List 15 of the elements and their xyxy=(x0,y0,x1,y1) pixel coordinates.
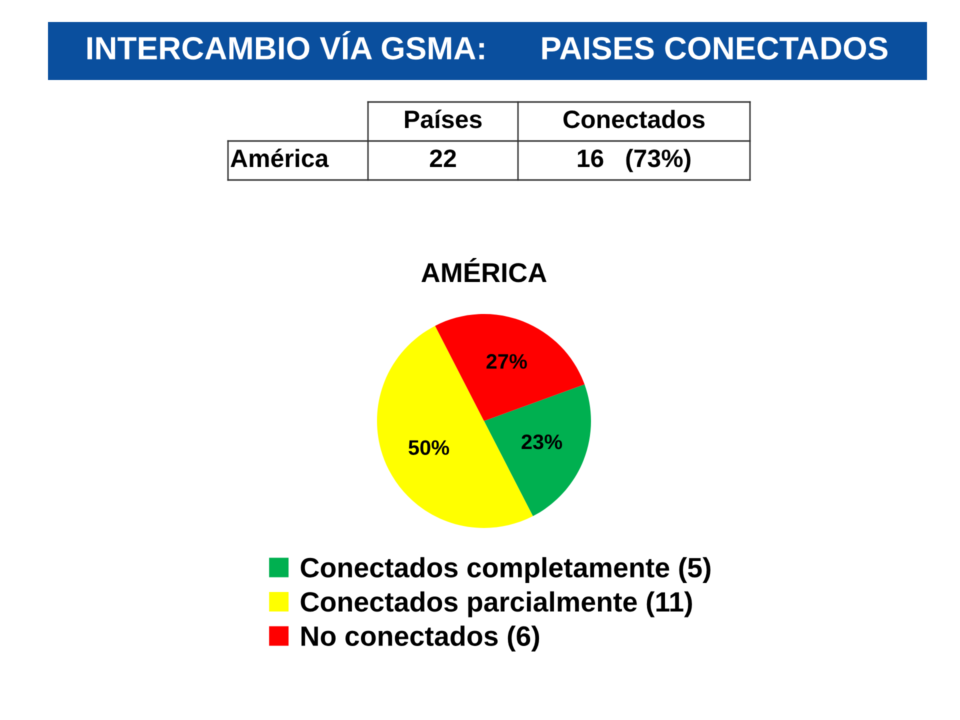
text: América xyxy=(230,148,329,168)
chart-subtitle: AMÉRICA xyxy=(421,258,546,282)
legend-label: Conectados parcialmente (11) xyxy=(300,591,692,618)
data-label: 50% xyxy=(408,440,450,455)
data-label: 23% xyxy=(522,434,562,450)
legend-label: Conectados completamente (5) xyxy=(300,557,710,584)
pie-slice xyxy=(435,314,585,421)
text: 16 (73%) xyxy=(578,148,690,172)
pie-slice xyxy=(484,384,591,516)
text: 22 xyxy=(430,150,456,167)
data-label: 27% xyxy=(486,354,527,369)
text: Conectados xyxy=(563,110,705,128)
text: Países xyxy=(405,110,482,128)
chart-title: INTERCAMBIO VÍA GSMA: PAISES CONECTADOS xyxy=(87,30,888,60)
legend-label: No conectados (6) xyxy=(302,626,540,652)
